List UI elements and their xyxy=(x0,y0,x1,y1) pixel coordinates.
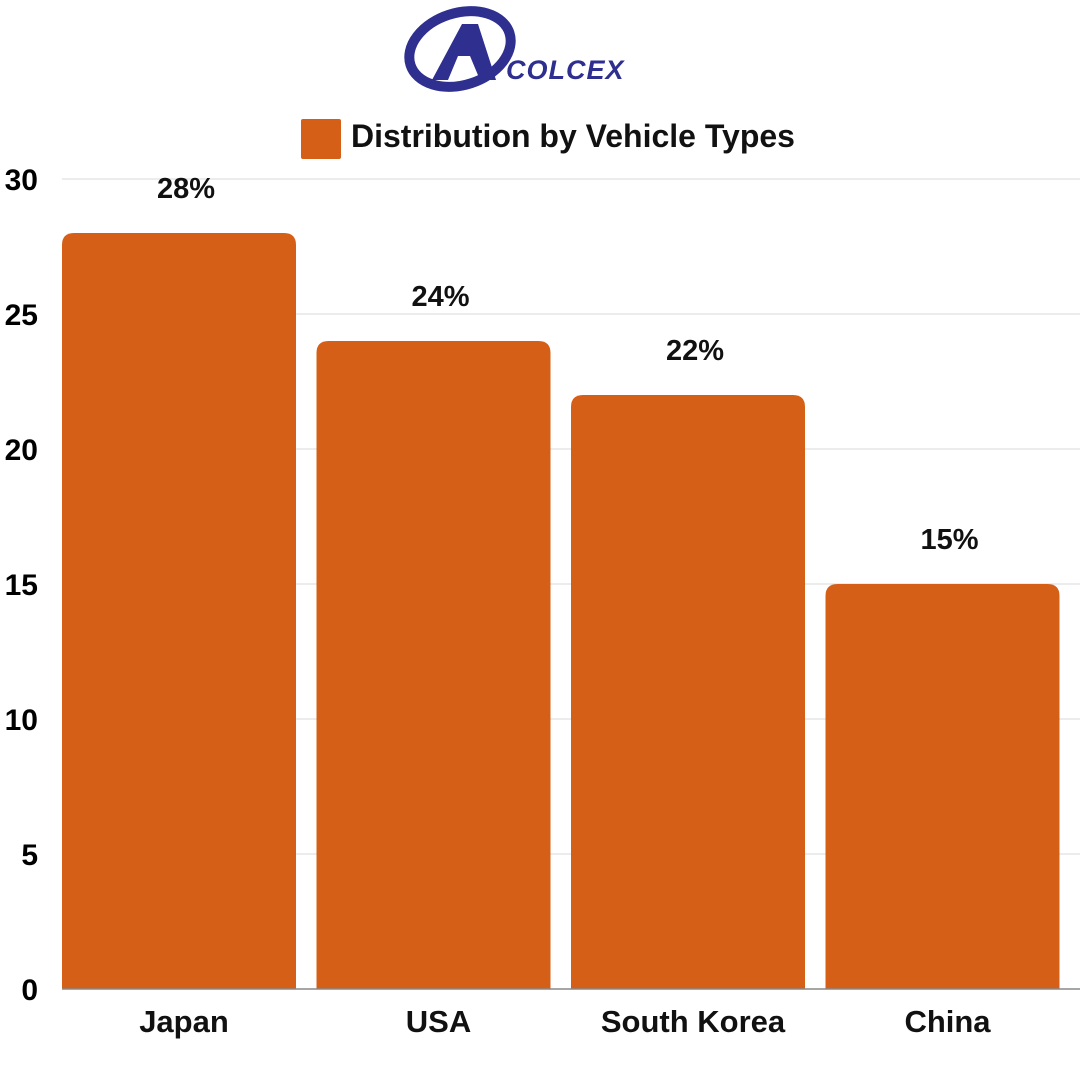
data-labels: 28% 24% 22% 15% xyxy=(157,173,979,556)
y-tick-label: 20 xyxy=(5,434,38,467)
data-label: 22% xyxy=(666,335,724,367)
company-logo: COLCEX xyxy=(404,6,626,92)
x-tick-label: USA xyxy=(406,1004,471,1039)
y-axis-ticks: 0 5 10 15 20 25 30 xyxy=(5,164,38,1007)
data-label: 15% xyxy=(920,524,978,556)
y-tick-label: 0 xyxy=(21,974,38,1007)
bar-south-korea xyxy=(571,395,805,989)
data-label: 28% xyxy=(157,173,215,205)
bar-japan xyxy=(62,233,296,989)
bars xyxy=(62,233,1060,989)
legend-label: Distribution by Vehicle Types xyxy=(351,118,795,154)
logo-letter-a xyxy=(432,24,496,80)
chart-legend: Distribution by Vehicle Types xyxy=(301,118,795,159)
bar-china xyxy=(825,584,1060,989)
x-axis-labels: Japan USA South Korea China xyxy=(139,1004,991,1039)
y-tick-label: 10 xyxy=(5,704,38,737)
x-tick-label: China xyxy=(904,1004,991,1039)
y-tick-label: 30 xyxy=(5,164,38,197)
x-tick-label: South Korea xyxy=(601,1004,786,1039)
y-tick-label: 5 xyxy=(21,839,38,872)
bar-usa xyxy=(316,341,551,989)
y-tick-label: 15 xyxy=(5,569,38,602)
legend-swatch xyxy=(301,119,341,159)
x-tick-label: Japan xyxy=(139,1004,229,1039)
logo-swoosh xyxy=(404,6,516,92)
logo-wordmark: COLCEX xyxy=(506,55,626,85)
data-label: 24% xyxy=(411,281,469,313)
y-tick-label: 25 xyxy=(5,299,38,332)
